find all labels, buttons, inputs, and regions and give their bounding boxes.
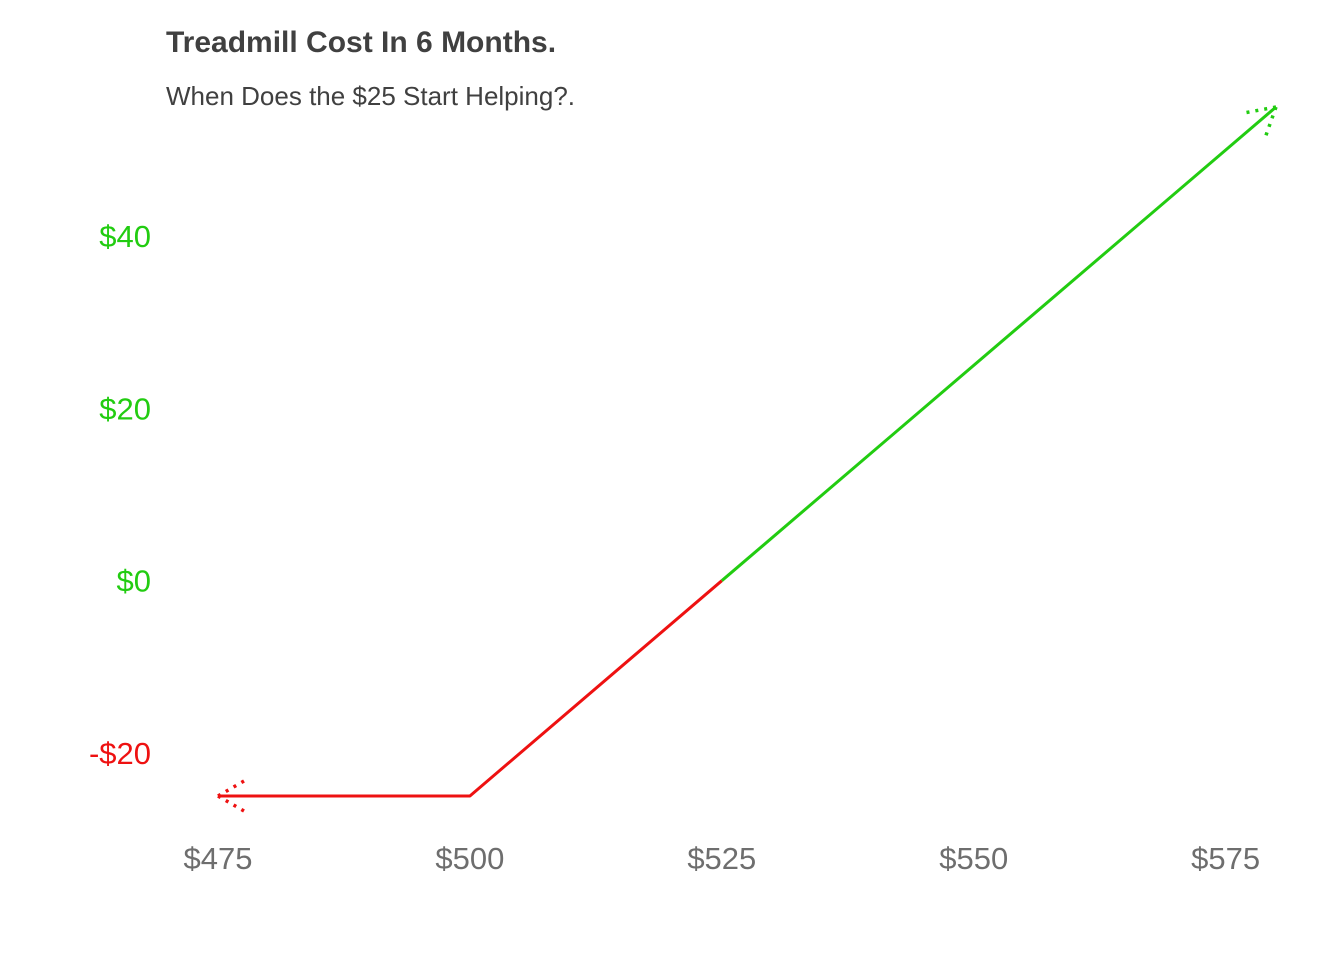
- y-axis-tick-labels: -$20 $0 $20 $40: [89, 219, 151, 771]
- negative-segment-line: [218, 579, 723, 798]
- y-tick-label: -$20: [89, 736, 151, 771]
- positive-segment-line: [720, 105, 1277, 582]
- chart-title: Treadmill Cost In 6 Months.: [166, 26, 557, 59]
- y-tick-label: $40: [99, 219, 151, 254]
- y-tick-label: $0: [117, 564, 151, 599]
- x-tick-label: $525: [687, 841, 756, 876]
- y-tick-label: $20: [99, 391, 151, 426]
- series-lines: [218, 105, 1277, 798]
- x-tick-label: $575: [1191, 841, 1260, 876]
- x-tick-label: $500: [435, 841, 504, 876]
- arrowheads: [217, 105, 1278, 815]
- x-axis-tick-labels: $475 $500 $525 $550 $575: [184, 841, 1261, 876]
- right-arrowhead-upper: [1263, 106, 1278, 140]
- left-arrowhead-upper: [217, 777, 249, 798]
- chart-subtitle: When Does the $25 Start Helping?.: [166, 81, 576, 111]
- x-tick-label: $475: [184, 841, 253, 876]
- x-tick-label: $550: [939, 841, 1008, 876]
- left-arrowhead-lower: [217, 794, 249, 815]
- right-arrowhead-lower: [1242, 105, 1277, 115]
